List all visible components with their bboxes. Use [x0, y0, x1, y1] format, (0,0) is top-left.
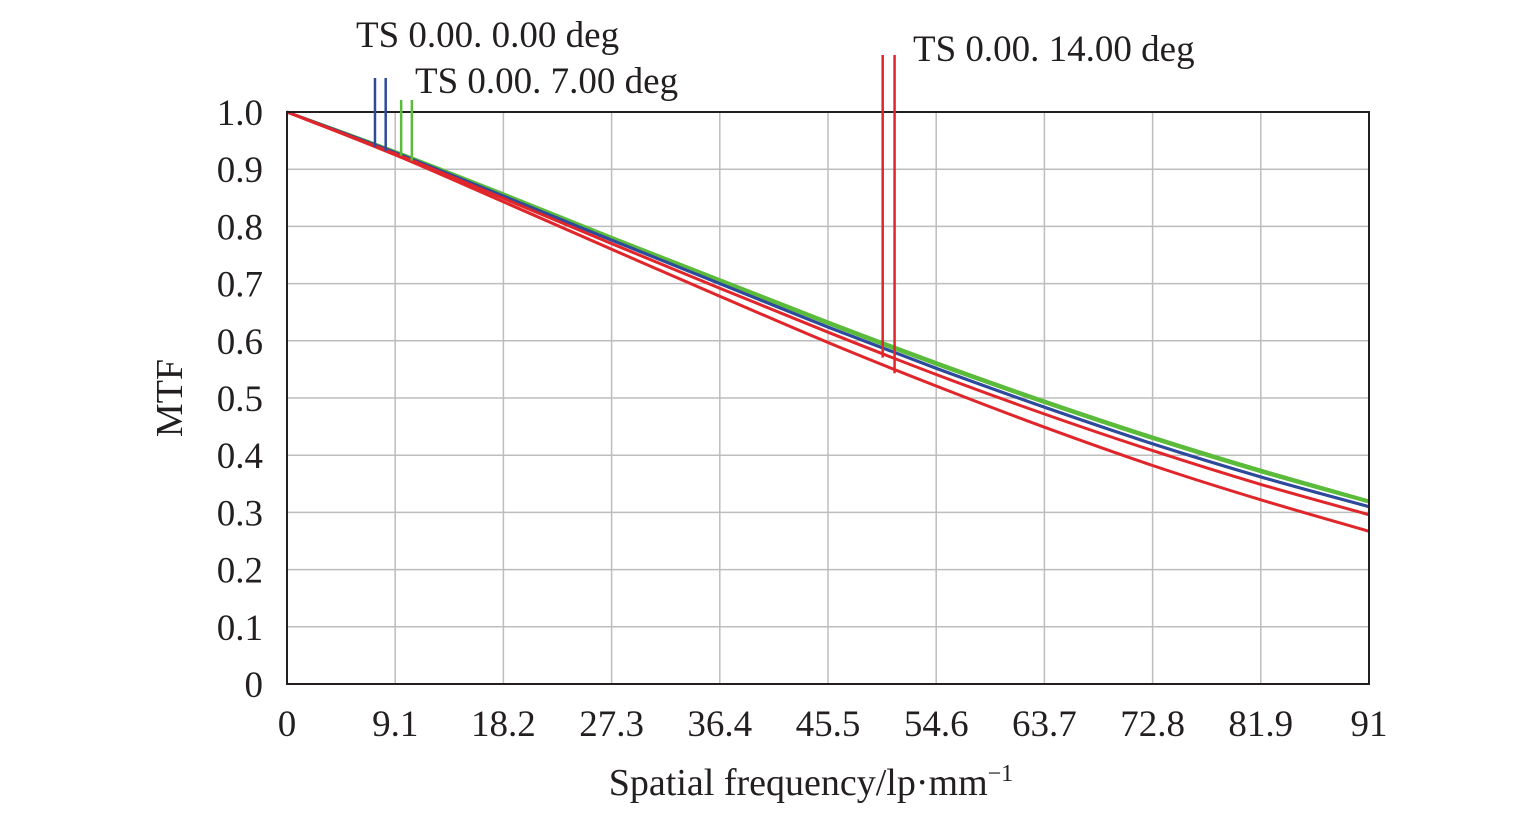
y-tick-label: 0.9	[217, 150, 263, 191]
y-tick-label: 1.0	[217, 93, 263, 134]
legend-label: TS 0.00. 7.00 deg	[415, 61, 678, 102]
plot-frame	[286, 111, 1370, 685]
x-tick-label: 45.5	[796, 704, 861, 745]
x-tick-labels: 0 9.1 18.2 27.3 36.4 45.5 54.6 63.7 72.8 81.9 91	[278, 704, 1388, 745]
grid	[287, 112, 1369, 684]
y-tick-label: 0.3	[217, 493, 263, 534]
mtf-curve-sagittal-2	[286, 110, 1370, 533]
y-tick-label: 0	[245, 665, 264, 706]
x-tick-label: 72.8	[1120, 704, 1185, 745]
x-tick-label: 54.6	[904, 704, 969, 745]
y-tick-label: 0.8	[217, 207, 263, 248]
y-tick-label: 0.4	[217, 436, 263, 477]
y-tick-label: 0.2	[217, 551, 263, 592]
legend-label: TS 0.00. 14.00 deg	[913, 29, 1195, 70]
legend: TS 0.00. 0.00 deg TS 0.00. 7.00 deg TS 0.0…	[356, 15, 1195, 102]
x-tick-label: 0	[278, 704, 297, 745]
mtf-curve-tangential-2	[286, 110, 1370, 517]
x-tick-label: 27.3	[579, 704, 644, 745]
mtf-curve-sagittal-0	[286, 110, 1370, 509]
x-tick-label: 36.4	[687, 704, 752, 745]
x-tick-label: 91	[1351, 704, 1388, 745]
x-tick-label: 81.9	[1228, 704, 1293, 745]
x-axis-label: Spatial frequency/lp·mm−1	[609, 761, 1013, 804]
legend-label: TS 0.00. 0.00 deg	[356, 15, 619, 56]
x-tick-label: 63.7	[1012, 704, 1077, 745]
x-tick-label: 18.2	[471, 704, 536, 745]
y-tick-label: 0.5	[217, 379, 263, 420]
mtf-curves	[286, 110, 1370, 533]
x-tick-label: 9.1	[372, 704, 418, 745]
y-axis-label: MTF	[149, 359, 191, 437]
y-tick-labels: 0 0.1 0.2 0.3 0.4 0.5 0.6 0.7 0.8 0.9 1.0	[217, 93, 263, 706]
y-tick-label: 0.1	[217, 608, 263, 649]
y-tick-label: 0.7	[217, 265, 263, 306]
y-tick-label: 0.6	[217, 322, 263, 363]
legend-markers	[373, 55, 896, 374]
